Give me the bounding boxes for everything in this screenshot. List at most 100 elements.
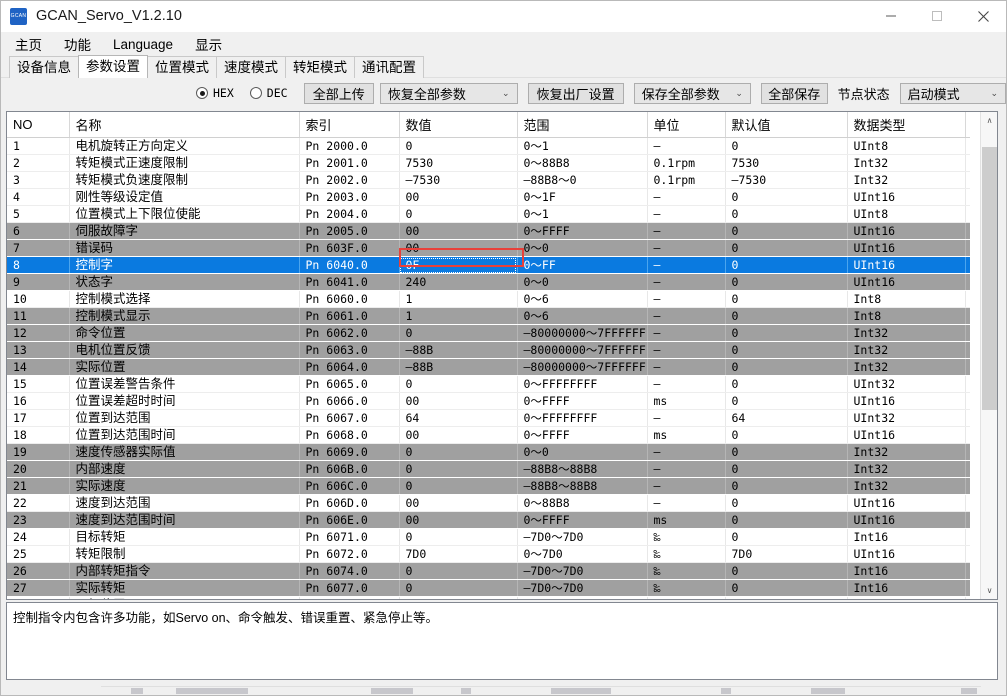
cell-index[interactable]: Pn 607A.0	[299, 596, 400, 599]
cell-range[interactable]: 0～1F	[517, 188, 648, 206]
cell-unit[interactable]: –	[647, 460, 726, 478]
cell-no[interactable]: 6	[7, 222, 70, 240]
scroll-down-arrow-icon[interactable]: ∨	[981, 582, 997, 599]
cell-name[interactable]: 命令位置	[69, 324, 300, 342]
cell-value[interactable]: –7530	[399, 171, 518, 189]
cell-index[interactable]: Pn 606D.0	[299, 494, 400, 512]
cell-type[interactable]: UInt16	[847, 545, 966, 563]
cell-default[interactable]: 0	[725, 392, 848, 410]
cell-unit[interactable]: –	[647, 358, 726, 376]
cell-type[interactable]: UInt16	[847, 222, 966, 240]
cell-no[interactable]: 24	[7, 528, 70, 546]
cell-range[interactable]: –7D0～7D0	[517, 562, 648, 580]
cell-name[interactable]: 控制模式显示	[69, 307, 300, 325]
cell-name[interactable]: 控制字	[69, 256, 300, 274]
table-row[interactable]: 3 转矩模式负速度限制 Pn 2002.0 –7530 –88B8～0 0.1rpm –75…	[7, 171, 970, 189]
upload-all-button[interactable]: 全部上传	[303, 82, 374, 104]
cell-default[interactable]: 7D0	[725, 545, 848, 563]
cell-value[interactable]: 00	[399, 239, 518, 257]
cell-unit[interactable]: –	[647, 137, 726, 155]
cell-value[interactable]: 7D0	[399, 545, 518, 563]
cell-default[interactable]: 0	[725, 341, 848, 359]
cell-type[interactable]: UInt16	[847, 239, 966, 257]
cell-type[interactable]: UInt16	[847, 494, 966, 512]
cell-range[interactable]: 0～6	[517, 307, 648, 325]
cell-range[interactable]: 0～88B8	[517, 494, 648, 512]
save-all-button[interactable]: 全部保存	[760, 82, 828, 104]
cell-index[interactable]: Pn 2001.0	[299, 154, 400, 172]
table-row[interactable]: 23 速度到达范围时间 Pn 606E.0 00 0～FFFF ms 0 UInt16	[7, 511, 970, 529]
table-vertical-scrollbar[interactable]: ∧ ∨	[980, 112, 997, 599]
cell-unit[interactable]: –	[647, 324, 726, 342]
cell-no[interactable]: 10	[7, 290, 70, 308]
cell-no[interactable]: 26	[7, 562, 70, 580]
cell-no[interactable]: 21	[7, 477, 70, 495]
cell-no[interactable]: 9	[7, 273, 70, 291]
cell-name[interactable]: 状态字	[69, 273, 300, 291]
cell-range[interactable]: –88B8～0	[517, 171, 648, 189]
cell-index[interactable]: Pn 6062.0	[299, 324, 400, 342]
tab-position-mode[interactable]: 位置模式	[147, 56, 217, 78]
cell-value[interactable]: 64	[399, 409, 518, 427]
scroll-up-arrow-icon[interactable]: ∧	[981, 112, 997, 129]
cell-value[interactable]: 00	[399, 426, 518, 444]
cell-unit[interactable]: ms	[647, 392, 726, 410]
cell-default[interactable]: 0	[725, 222, 848, 240]
cell-index[interactable]: Pn 6071.0	[299, 528, 400, 546]
cell-default[interactable]: 0	[725, 426, 848, 444]
cell-default[interactable]: 0	[725, 324, 848, 342]
cell-type[interactable]: Int32	[847, 477, 966, 495]
cell-name[interactable]: 实际位置	[69, 358, 300, 376]
cell-type[interactable]: Int8	[847, 307, 966, 325]
cell-unit[interactable]: –	[647, 477, 726, 495]
cell-no[interactable]: 15	[7, 375, 70, 393]
cell-range[interactable]: –88B8～88B8	[517, 477, 648, 495]
cell-value[interactable]: 0	[399, 460, 518, 478]
table-row[interactable]: 27 实际转矩 Pn 6077.0 0 –7D0～7D0 ‰ 0 Int16	[7, 579, 970, 597]
cell-name[interactable]: 实际速度	[69, 477, 300, 495]
cell-unit[interactable]: –	[647, 307, 726, 325]
cell-type[interactable]: UInt16	[847, 392, 966, 410]
table-row[interactable]: 24 目标转矩 Pn 6071.0 0 –7D0～7D0 ‰ 0 Int16	[7, 528, 970, 546]
cell-name[interactable]: 转矩模式正速度限制	[69, 154, 300, 172]
cell-default[interactable]: 0	[725, 358, 848, 376]
cell-index[interactable]: Pn 6041.0	[299, 273, 400, 291]
cell-index[interactable]: Pn 6063.0	[299, 341, 400, 359]
cell-type[interactable]: Int32	[847, 443, 966, 461]
menu-item-function[interactable]: 功能	[64, 38, 91, 53]
table-row[interactable]: 12 命令位置 Pn 6062.0 0 –80000000～7FFFFFFF –0 Int3…	[7, 324, 970, 342]
cell-name[interactable]: 内部转矩指令	[69, 562, 300, 580]
cell-range[interactable]: –88B8～88B8	[517, 460, 648, 478]
cell-range[interactable]: 0～88B8	[517, 154, 648, 172]
table-row[interactable]: 21 实际速度 Pn 606C.0 0 –88B8～88B8–0 Int32	[7, 477, 970, 495]
menu-item-language[interactable]: Language	[113, 36, 174, 52]
radio-dec[interactable]: DEC	[249, 86, 288, 100]
cell-no[interactable]: 1	[7, 137, 70, 155]
cell-index[interactable]: Pn 606B.0	[299, 460, 400, 478]
cell-value[interactable]: 0	[399, 562, 518, 580]
cell-value[interactable]: 00	[399, 222, 518, 240]
table-row[interactable]: 11 控制模式显示 Pn 6061.0 1 0～6–0 Int8	[7, 307, 970, 325]
cell-range[interactable]: 0～0	[517, 273, 648, 291]
cell-unit[interactable]: ms	[647, 426, 726, 444]
cell-default[interactable]: 0	[725, 273, 848, 291]
cell-index[interactable]: Pn 6074.0	[299, 562, 400, 580]
cell-range[interactable]: 0～1	[517, 205, 648, 223]
cell-name[interactable]: 电机位置反馈	[69, 341, 300, 359]
cell-value[interactable]: 0	[399, 579, 518, 597]
cell-name[interactable]: 实际转矩	[69, 579, 300, 597]
cell-unit[interactable]: 0.1rpm	[647, 154, 726, 172]
cell-type[interactable]: Int16	[847, 579, 966, 597]
minimize-button[interactable]	[868, 1, 914, 31]
cell-default[interactable]: 0	[725, 460, 848, 478]
cell-no[interactable]: 7	[7, 239, 70, 257]
cell-type[interactable]: UInt16	[847, 511, 966, 529]
cell-no[interactable]: 23	[7, 511, 70, 529]
cell-range[interactable]: 0～7D0	[517, 545, 648, 563]
cell-name[interactable]: 错误码	[69, 239, 300, 257]
cell-value[interactable]: 1	[399, 307, 518, 325]
cell-value[interactable]: 0	[399, 443, 518, 461]
cell-unit[interactable]: –	[647, 239, 726, 257]
cell-type[interactable]: UInt32	[847, 375, 966, 393]
cell-range[interactable]: 0～0	[517, 443, 648, 461]
